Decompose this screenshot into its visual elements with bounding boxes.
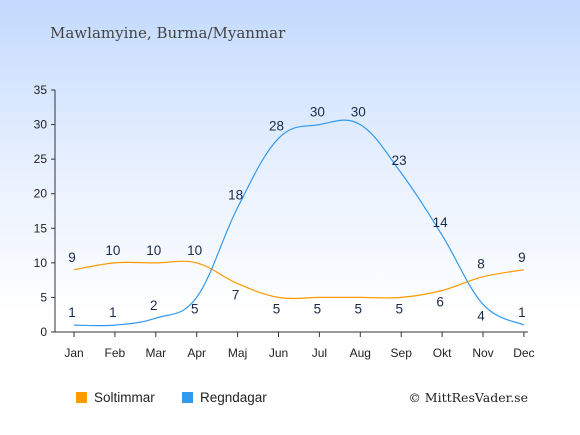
data-label-soltimmar: 5 <box>314 301 322 316</box>
x-tick-label: Jan <box>64 346 83 360</box>
series-lines <box>73 119 525 327</box>
data-label-soltimmar: 10 <box>187 243 202 258</box>
data-label-soltimmar: 8 <box>477 257 485 272</box>
x-tick-label: Aug <box>350 346 371 360</box>
data-label-regndagar: 1 <box>68 305 76 320</box>
chart-title: Mawlamyine, Burma/Myanmar <box>50 24 286 42</box>
data-label-soltimmar: 9 <box>518 250 526 265</box>
data-label-soltimmar: 5 <box>395 301 403 316</box>
y-ticks: 0 5 10 15 20 25 30 35 <box>34 83 55 339</box>
data-label-regndagar: 30 <box>310 105 325 120</box>
x-tick-label: Nov <box>472 346 493 360</box>
series-line-soltimmar <box>73 260 524 300</box>
x-ticks: Jan Feb Mar Apr Maj Jun Jul Aug Sep Okt Nov Dec <box>64 332 535 360</box>
y-tick-label: 30 <box>34 118 48 132</box>
y-tick-label: 5 <box>40 290 47 304</box>
y-tick-label: 35 <box>34 83 48 97</box>
data-label-regndagar: 1 <box>518 305 526 320</box>
data-label-regndagar: 1 <box>109 305 117 320</box>
x-tick-label: Sep <box>391 346 413 360</box>
data-label-soltimmar: 6 <box>436 295 444 310</box>
data-label-regndagar: 5 <box>191 301 199 316</box>
data-label-soltimmar: 5 <box>355 301 363 316</box>
data-label-soltimmar: 10 <box>105 243 120 258</box>
legend-label-regndagar: Regndagar <box>200 390 267 405</box>
legend-swatch-soltimmar <box>76 392 87 403</box>
legend-label-soltimmar: Soltimmar <box>94 390 155 405</box>
data-label-regndagar: 4 <box>477 308 485 323</box>
series-line-regndagar <box>73 119 525 327</box>
x-tick-label: Mar <box>145 346 166 360</box>
data-labels: 9 10 10 10 7 5 5 5 5 6 8 9 1 1 2 5 18 28 30 30 23 14 4 1 <box>68 105 525 324</box>
y-tick-label: 25 <box>34 152 48 166</box>
data-label-regndagar: 23 <box>392 153 407 168</box>
data-label-soltimmar: 7 <box>232 288 240 303</box>
data-label-regndagar: 18 <box>228 188 243 203</box>
data-label-soltimmar: 10 <box>146 243 161 258</box>
legend-swatch-regndagar <box>182 392 193 403</box>
x-tick-label: Dec <box>513 346 534 360</box>
data-label-soltimmar: 5 <box>273 301 281 316</box>
x-tick-label: Okt <box>433 346 452 360</box>
x-tick-label: Jun <box>269 346 288 360</box>
data-label-regndagar: 2 <box>150 298 158 313</box>
y-tick-label: 0 <box>40 325 47 339</box>
y-tick-label: 20 <box>34 187 48 201</box>
data-label-regndagar: 28 <box>269 118 284 133</box>
data-label-regndagar: 30 <box>351 105 366 120</box>
data-label-soltimmar: 9 <box>68 250 76 265</box>
credit-text: © MittResVader.se <box>408 390 528 405</box>
x-tick-label: Feb <box>105 346 126 360</box>
x-tick-label: Jul <box>312 346 327 360</box>
y-tick-label: 10 <box>34 256 48 270</box>
x-tick-label: Apr <box>187 346 206 360</box>
y-tick-label: 15 <box>34 221 48 235</box>
legend: Soltimmar Regndagar <box>76 390 267 405</box>
data-label-regndagar: 14 <box>433 215 449 230</box>
x-tick-label: Maj <box>228 346 247 360</box>
